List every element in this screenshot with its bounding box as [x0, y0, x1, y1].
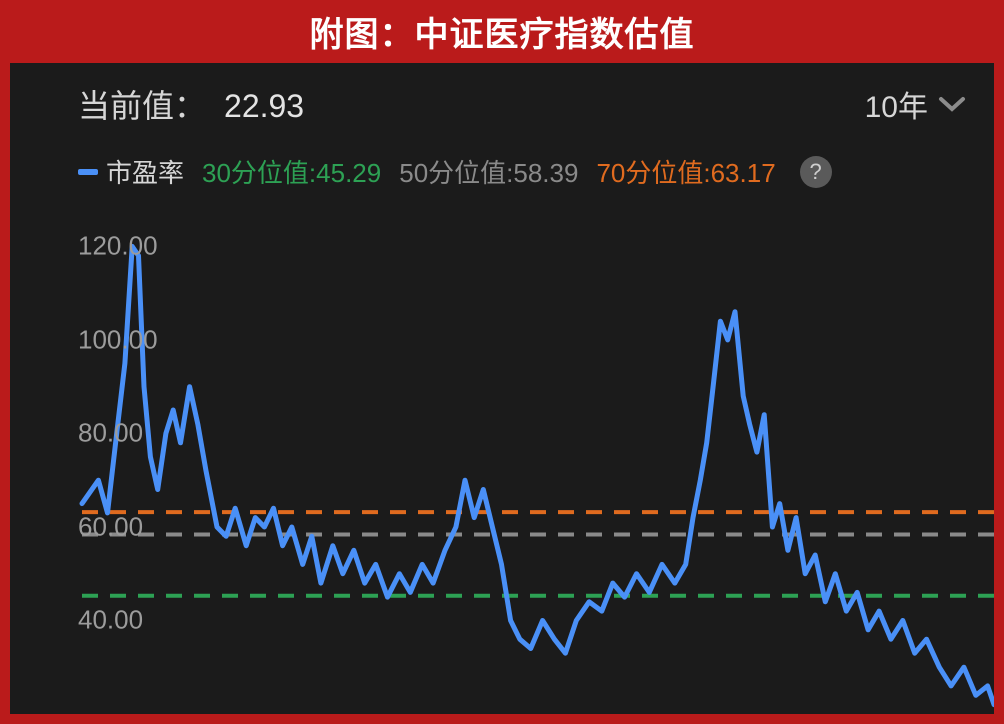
- help-icon[interactable]: ?: [800, 156, 832, 188]
- y-axis-tick-label: 120.00: [78, 231, 158, 262]
- chart-svg: [10, 213, 994, 714]
- chart-card: 当前值： 22.93 10年 市盈率 30分位值:45.29 50分位值:58.…: [10, 63, 994, 714]
- legend-series-name: 市盈率: [106, 153, 184, 190]
- series-line: [82, 246, 994, 704]
- legend-p50: 50分位值:58.39: [399, 153, 578, 190]
- legend-p70: 70分位值:63.17: [596, 153, 775, 190]
- y-axis-tick-label: 100.00: [78, 324, 158, 355]
- page-title: 附图：中证医疗指数估值: [310, 7, 695, 56]
- y-axis-tick-label: 40.00: [78, 605, 143, 636]
- chevron-down-icon: [938, 95, 966, 113]
- header-bar: 附图：中证医疗指数估值: [0, 0, 1004, 63]
- current-value: 22.93: [224, 88, 304, 125]
- page-container: 附图：中证医疗指数估值 当前值： 22.93 10年 市盈率 30分位值:45.…: [0, 0, 1004, 724]
- period-selector[interactable]: 10年: [865, 82, 966, 126]
- legend-p30: 30分位值:45.29: [202, 153, 381, 190]
- legend-row: 市盈率 30分位值:45.29 50分位值:58.39 70分位值:63.17 …: [10, 135, 994, 190]
- current-value-label: 当前值：: [78, 81, 206, 127]
- y-axis-labels: 120.00100.0080.0060.0040.00: [10, 213, 100, 714]
- y-axis-tick-label: 60.00: [78, 511, 143, 542]
- legend-series: 市盈率: [78, 153, 184, 190]
- legend-series-swatch: [78, 169, 98, 175]
- chart-area: 120.00 100.00 80.00 60.00 40.00: [10, 213, 994, 714]
- y-axis-tick-label: 80.00: [78, 418, 143, 449]
- current-value-group: 当前值： 22.93: [78, 81, 304, 127]
- top-row: 当前值： 22.93 10年: [10, 63, 994, 135]
- period-label: 10年: [865, 82, 928, 126]
